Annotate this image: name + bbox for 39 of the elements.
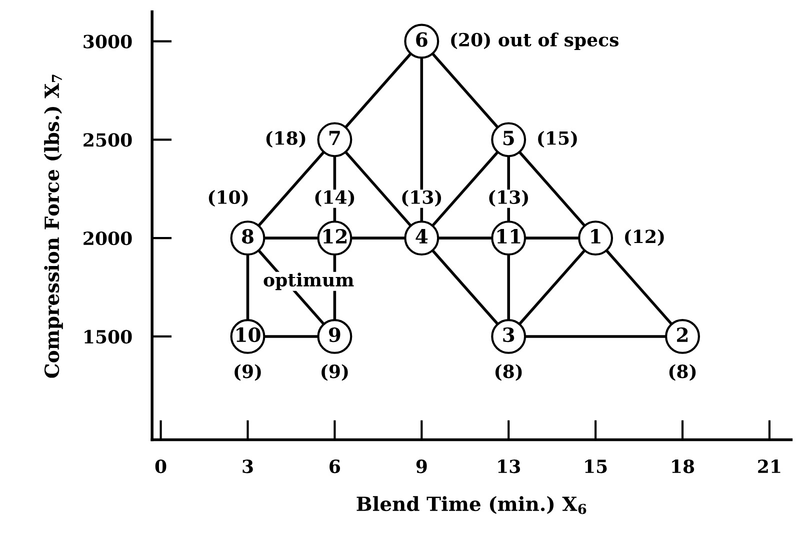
x-tick-label: 18 [672,460,694,474]
annotation: (10) [208,190,248,207]
annotation: 5 [503,130,514,146]
annotation: 11 [497,229,520,244]
y-axis-title: Compression Force (lbs.) X$_{7}$ [44,74,63,378]
x-axis-title: Blend Time (min.) X$_{6}$ [356,496,586,514]
x-tick-label: 3 [242,460,253,474]
annotation: (9) [234,364,261,381]
y-tick-label: 2500 [84,133,132,147]
annotation: (9) [322,364,348,381]
annotation: (8) [669,364,696,381]
annotation: 3 [503,327,514,342]
annotation: 2 [677,327,688,342]
annotation: (20) out of specs [451,32,619,50]
annotation: (13) [489,190,528,207]
annotation: (8) [495,364,522,381]
annotation: 9 [328,327,340,342]
y-tick-label: 1500 [84,330,132,344]
x-tick-label: 6 [330,460,340,474]
x-tick-label: 13 [498,460,520,474]
annotation: optimum [264,272,354,290]
annotation: (15) [538,130,577,148]
annotation: (14) [315,190,354,207]
annotation: (13) [402,190,442,207]
annotation: (12) [625,229,664,246]
x-tick-label: 21 [758,460,780,473]
annotation: 10 [236,327,260,342]
y-tick-label: 2000 [84,232,132,246]
x-tick-label: 9 [416,460,427,474]
annotation: 8 [242,229,254,244]
y-tick-label: 3000 [84,34,132,48]
x-tick-label: 0 [155,460,166,474]
annotation: 4 [416,229,428,244]
annotation: 7 [329,130,340,146]
x-tick-label: 15 [585,460,607,474]
annotation: 12 [324,229,346,244]
annotation: (18) [266,130,306,148]
annotation: 6 [416,32,428,47]
annotation: 1 [591,229,600,244]
